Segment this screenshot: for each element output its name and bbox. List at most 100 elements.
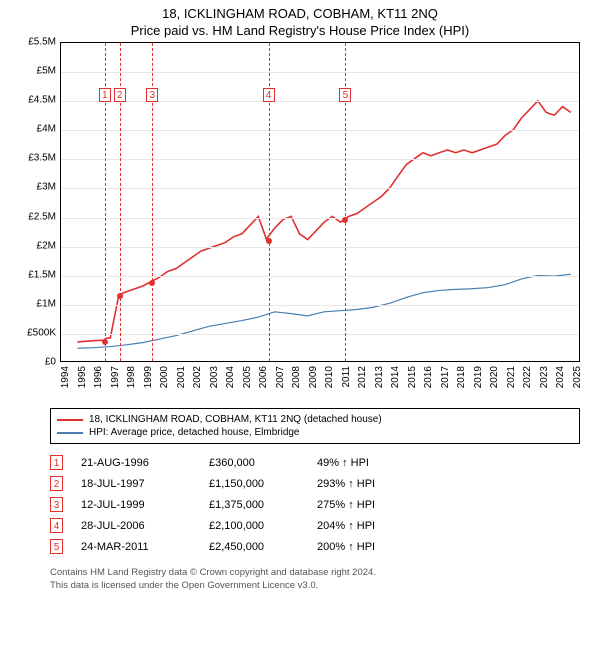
y-tick-label: £4.5M [28,95,56,106]
x-tick-label: 2025 [572,366,583,388]
sales-row: 5 24-MAR-2011 £2,450,000 200% ↑ HPI [50,536,580,557]
plot-area: 12 3 4 5 [60,42,580,362]
x-tick-label: 2006 [258,366,269,388]
x-tick-label: 2001 [176,366,187,388]
gridline [61,305,579,306]
y-tick-label: £1M [37,298,56,309]
y-axis: £0£500K£1M£1.5M£2M£2.5M£3M£3.5M£4M£4.5M£… [20,42,60,362]
sales-row: 1 21-AUG-1996 £360,000 49% ↑ HPI [50,452,580,473]
x-tick-label: 1995 [77,366,88,388]
sales-marker: 5 [50,539,63,554]
y-tick-label: £2.5M [28,211,56,222]
chart-container: 18, ICKLINGHAM ROAD, COBHAM, KT11 2NQ Pr… [0,0,600,593]
x-tick-label: 2024 [555,366,566,388]
y-tick-label: £1.5M [28,269,56,280]
x-tick-label: 2009 [308,366,319,388]
sales-pct: 49% ↑ HPI [317,457,417,469]
sales-pct: 293% ↑ HPI [317,478,417,490]
legend-item: HPI: Average price, detached house, Elmb… [57,426,573,439]
sales-date: 18-JUL-1997 [81,478,191,490]
sales-date: 21-AUG-1996 [81,457,191,469]
legend-swatch [57,419,83,421]
x-tick-label: 1998 [126,366,137,388]
footer-line-2: This data is licensed under the Open Gov… [50,580,580,593]
gridline [61,247,579,248]
chart-area: £0£500K£1M£1.5M£2M£2.5M£3M£3.5M£4M£4.5M£… [20,42,580,402]
sales-pct: 204% ↑ HPI [317,520,417,532]
legend-label: 18, ICKLINGHAM ROAD, COBHAM, KT11 2NQ (d… [89,414,382,425]
x-tick-label: 2023 [539,366,550,388]
x-tick-label: 2022 [522,366,533,388]
sales-date: 12-JUL-1999 [81,499,191,511]
legend-item: 18, ICKLINGHAM ROAD, COBHAM, KT11 2NQ (d… [57,413,573,426]
y-tick-label: £0 [45,357,56,368]
x-tick-label: 1997 [110,366,121,388]
x-tick-label: 2015 [407,366,418,388]
x-tick-label: 2011 [341,366,352,388]
sales-date: 28-JUL-2006 [81,520,191,532]
y-tick-label: £4M [37,124,56,135]
x-tick-label: 2010 [324,366,335,388]
subtitle: Price paid vs. HM Land Registry's House … [0,23,600,38]
footer-line-1: Contains HM Land Registry data © Crown c… [50,567,580,580]
sales-date: 24-MAR-2011 [81,541,191,553]
gridline [61,276,579,277]
x-tick-label: 2016 [423,366,434,388]
x-tick-label: 2017 [440,366,451,388]
x-tick-label: 2019 [473,366,484,388]
x-tick-label: 2020 [489,366,500,388]
y-tick-label: £5.5M [28,37,56,48]
legend-label: HPI: Average price, detached house, Elmb… [89,427,300,438]
gridline [61,188,579,189]
gridline [61,101,579,102]
gridline [61,130,579,131]
gridline [61,72,579,73]
x-tick-label: 1996 [93,366,104,388]
y-tick-label: £2M [37,240,56,251]
x-tick-label: 2000 [159,366,170,388]
x-tick-label: 2012 [357,366,368,388]
sale-point [117,293,123,299]
x-tick-label: 2005 [242,366,253,388]
title-block: 18, ICKLINGHAM ROAD, COBHAM, KT11 2NQ Pr… [0,0,600,42]
sales-price: £2,100,000 [209,520,299,532]
sale-marker-label: 4 [263,88,275,102]
x-tick-label: 2008 [291,366,302,388]
x-tick-label: 2003 [209,366,220,388]
sales-marker: 4 [50,518,63,533]
x-tick-label: 2013 [374,366,385,388]
sale-point [342,217,348,223]
sales-row: 4 28-JUL-2006 £2,100,000 204% ↑ HPI [50,515,580,536]
x-tick-label: 2002 [192,366,203,388]
sales-row: 218-JUL-1997£1,150,000293% ↑ HPI [50,473,580,494]
x-tick-label: 2021 [506,366,517,388]
sale-marker-label: 3 [146,88,158,102]
x-tick-label: 1999 [143,366,154,388]
sale-marker-label: 2 [114,88,126,102]
y-tick-label: £3M [37,182,56,193]
sale-point [266,238,272,244]
x-tick-label: 2014 [390,366,401,388]
sales-marker: 3 [50,497,63,512]
line-series-svg [61,43,579,361]
x-axis: 1994 1995 1996 1997 1998 1999 2000 2001 2002 2003… [60,362,580,402]
sales-price: £2,450,000 [209,541,299,553]
sale-point [149,280,155,286]
sale-marker-label: 5 [339,88,351,102]
address-title: 18, ICKLINGHAM ROAD, COBHAM, KT11 2NQ [0,6,600,21]
sales-price: £1,375,000 [209,499,299,511]
sales-pct: 275% ↑ HPI [317,499,417,511]
y-tick-label: £5M [37,66,56,77]
x-tick-label: 2007 [275,366,286,388]
sales-marker: 1 [50,455,63,470]
sales-table: 1 21-AUG-1996 £360,000 49% ↑ HPI 218-JUL-199… [50,452,580,557]
sales-price: £360,000 [209,457,299,469]
sales-pct: 200% ↑ HPI [317,541,417,553]
footer: Contains HM Land Registry data © Crown c… [50,567,580,593]
sale-marker-label: 1 [99,88,111,102]
gridline [61,218,579,219]
y-tick-label: £3.5M [28,153,56,164]
sales-row: 3 12-JUL-1999 £1,375,000 275% ↑ HPI [50,494,580,515]
x-tick-label: 2004 [225,366,236,388]
x-tick-label: 1994 [60,366,71,388]
